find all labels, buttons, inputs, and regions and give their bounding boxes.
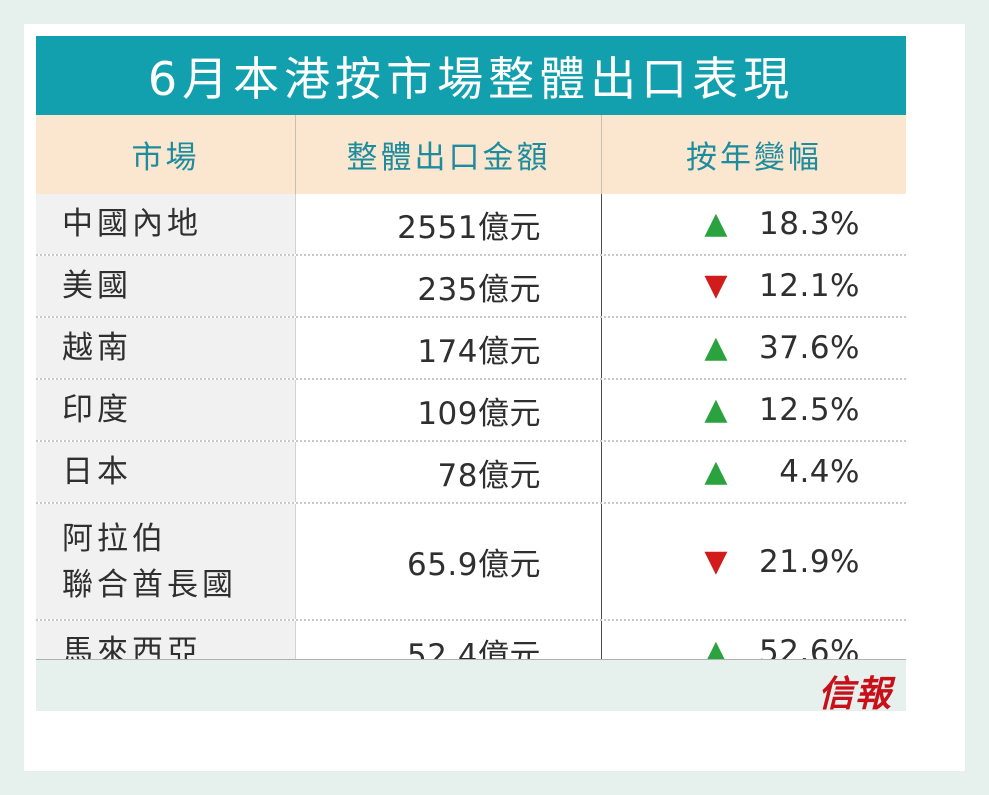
change-value: 4.4% (779, 454, 860, 490)
market-name-line-2: 聯合酋長國 (62, 566, 237, 603)
up-arrow-icon: ▲ (704, 206, 728, 241)
change-cell: ▲ 18.3% (602, 194, 906, 254)
export-value-cell: 65.9億元 (296, 504, 602, 619)
down-arrow-icon: ▼ (704, 268, 728, 303)
market-name: 越南 (62, 330, 132, 366)
change-cell: ▼ 21.9% (602, 504, 906, 619)
change-value: 12.1% (759, 268, 860, 304)
market-cell: 阿拉伯 聯合酋長國 (36, 504, 296, 619)
market-name-line-1: 阿拉伯 (62, 520, 167, 557)
change-value: 21.9% (759, 543, 860, 580)
export-value-cell: 2551億元 (296, 194, 602, 254)
hkej-logo: 信報 (817, 673, 892, 715)
change-cell: ▲ 4.4% (602, 442, 906, 502)
export-value-cell: 78億元 (296, 442, 602, 502)
up-arrow-icon: ▲ (704, 454, 728, 489)
market-name: 中國內地 (62, 206, 202, 242)
change-cell: ▼ 12.1% (602, 256, 906, 316)
up-arrow-icon: ▲ (704, 330, 728, 365)
change-cell: ▲ 12.5% (602, 380, 906, 440)
market-cell: 日本 (36, 442, 296, 502)
change-cell: ▲ 37.6% (602, 318, 906, 378)
market-name: 印度 (62, 392, 132, 428)
up-arrow-icon: ▲ (704, 392, 728, 427)
market-cell: 印度 (36, 380, 296, 440)
table-row: 中國內地 2551億元 ▲ 18.3% (36, 194, 906, 256)
market-name: 美國 (62, 268, 132, 304)
change-value: 37.6% (759, 330, 860, 366)
table-row: 日本 78億元 ▲ 4.4% (36, 442, 906, 504)
table-row: 美國 235億元 ▼ 12.1% (36, 256, 906, 318)
change-value: 12.5% (759, 392, 860, 428)
header-row: 市場 整體出口金額 按年變幅 (36, 115, 906, 194)
header-export-value: 整體出口金額 (296, 115, 602, 194)
market-cell: 中國內地 (36, 194, 296, 254)
table-title: 6月本港按市場整體出口表現 (36, 36, 906, 115)
market-cell: 越南 (36, 318, 296, 378)
table-row: 阿拉伯 聯合酋長國 65.9億元 ▼ 21.9% (36, 504, 906, 621)
export-value-cell: 235億元 (296, 256, 602, 316)
export-value-cell: 174億元 (296, 318, 602, 378)
table-footer: 信報 (36, 659, 906, 715)
table-body: 中國內地 2551億元 ▲ 18.3% 美國 235億元 ▼ 12.1% (36, 194, 906, 683)
market-name: 日本 (62, 454, 132, 490)
header-market: 市場 (36, 115, 296, 194)
table-row: 印度 109億元 ▲ 12.5% (36, 380, 906, 442)
export-value-cell: 109億元 (296, 380, 602, 440)
table-row: 越南 174億元 ▲ 37.6% (36, 318, 906, 380)
down-arrow-icon: ▼ (704, 543, 728, 579)
change-value: 18.3% (759, 206, 860, 242)
header-yoy-change: 按年變幅 (686, 140, 822, 176)
market-cell: 美國 (36, 256, 296, 316)
